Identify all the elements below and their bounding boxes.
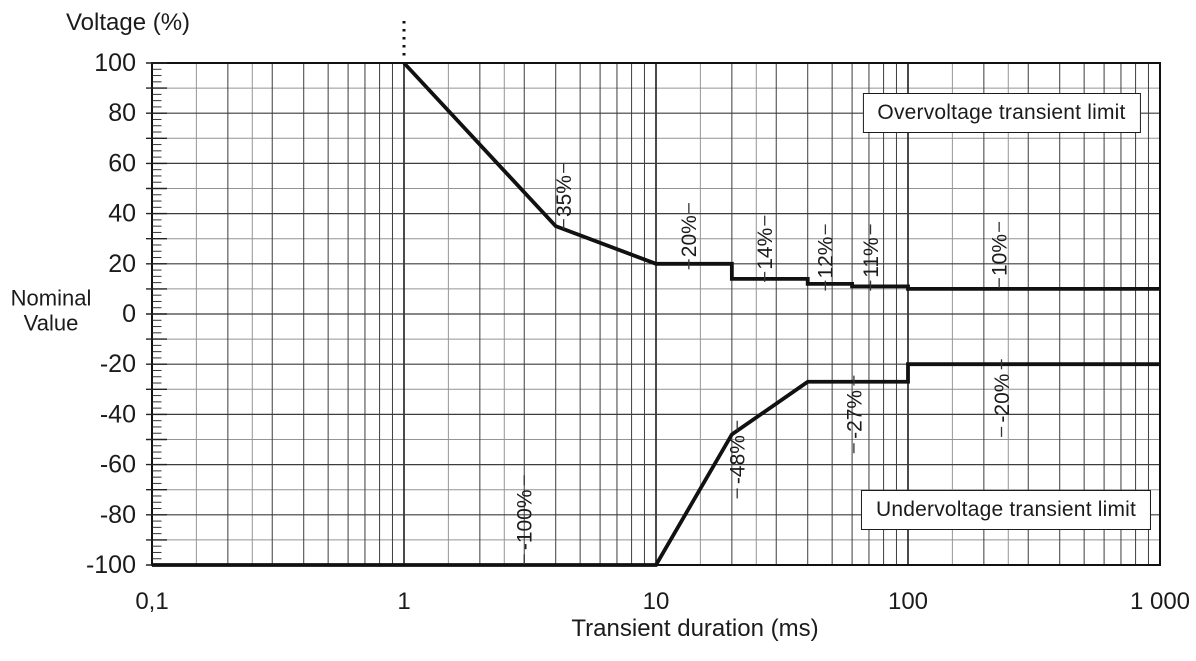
y-axis-title: Voltage (%): [65, 9, 191, 36]
y-tick-label: -20: [100, 350, 136, 378]
annotation-label: 12%: [815, 237, 838, 279]
x-axis-title: Transient duration (ms): [571, 615, 819, 642]
annotation-label: -20%: [991, 374, 1014, 423]
annotation-label: -48%: [727, 435, 750, 484]
annotation-label: 35%: [553, 175, 576, 217]
annotation-label: -27%: [843, 390, 866, 439]
annotation-label: 14%: [754, 228, 777, 270]
overvoltage-limit-box: Overvoltage transient limit: [862, 93, 1141, 134]
x-tick-label: 10: [643, 588, 670, 615]
annotation-label: 20%: [678, 215, 701, 257]
y-tick-label: 60: [108, 149, 136, 177]
x-tick-label: 1: [397, 588, 410, 615]
y-tick-label: 0: [122, 300, 136, 328]
annotation-label: 11%: [860, 237, 883, 277]
y-tick-label: 20: [108, 250, 136, 278]
y-tick-label: -100: [86, 551, 136, 579]
y-axis-zero-note: Nominal Value: [10, 285, 92, 335]
y-tick-label: -40: [100, 400, 136, 428]
y-tick-label: 100: [94, 49, 136, 77]
x-tick-label: 1 000: [1130, 588, 1190, 615]
y-tick-label: -60: [100, 451, 136, 479]
y-tick-label: 80: [108, 99, 136, 127]
annotation-label: -100%: [514, 489, 537, 550]
y-tick-label: 40: [108, 200, 136, 228]
y-tick-label: -80: [100, 501, 136, 529]
annotation-label: 10%: [989, 234, 1012, 276]
curve-overvoltage: [402, 61, 1160, 291]
x-tick-label: 0,1: [135, 588, 168, 615]
undervoltage-limit-box: Undervoltage transient limit: [861, 489, 1152, 530]
curve-undervoltage: [152, 362, 1160, 567]
x-tick-label: 100: [888, 588, 928, 615]
